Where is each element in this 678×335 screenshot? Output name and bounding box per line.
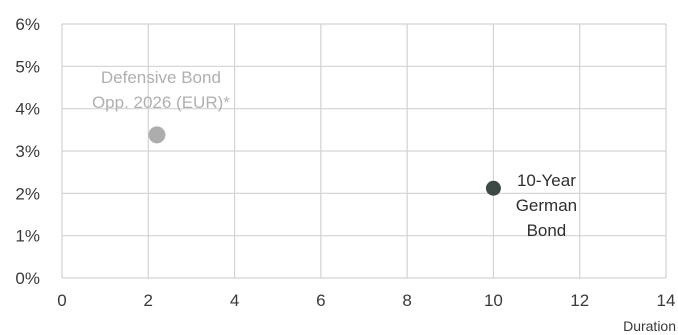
y-tick-label: 0% bbox=[15, 269, 40, 288]
x-tick-label: 2 bbox=[144, 291, 153, 310]
x-tick-label: 14 bbox=[657, 291, 676, 310]
x-tick-label: 8 bbox=[402, 291, 411, 310]
y-tick-label: 6% bbox=[15, 15, 40, 34]
x-tick-label: 0 bbox=[57, 291, 66, 310]
data-point bbox=[485, 180, 501, 196]
x-tick-label: 6 bbox=[316, 291, 325, 310]
y-tick-label: 1% bbox=[15, 227, 40, 246]
x-tick-label: 10 bbox=[484, 291, 503, 310]
y-tick-label: 4% bbox=[15, 100, 40, 119]
point-label-line: 10-Year bbox=[517, 171, 576, 190]
point-label-line: Opp. 2026 (EUR)* bbox=[92, 93, 230, 112]
x-axis-label: Duration bbox=[623, 318, 676, 334]
y-axis-ticks: 0% 1% 2% 3% 4% 5% 6% bbox=[15, 15, 40, 288]
point-annotations: Defensive Bond Opp. 2026 (EUR)* 10-Year Ger… bbox=[92, 68, 577, 240]
x-tick-label: 4 bbox=[230, 291, 239, 310]
data-points bbox=[148, 126, 501, 196]
point-label-line: German bbox=[516, 196, 577, 215]
point-label-line: Bond bbox=[527, 221, 567, 240]
point-label-line: Defensive Bond bbox=[101, 68, 221, 87]
data-point bbox=[148, 126, 166, 144]
y-tick-label: 3% bbox=[15, 142, 40, 161]
y-tick-label: 5% bbox=[15, 57, 40, 76]
x-axis-ticks: 0 2 4 6 8 10 12 14 bbox=[57, 291, 675, 310]
y-tick-label: 2% bbox=[15, 184, 40, 203]
grid-lines bbox=[61, 23, 667, 279]
x-tick-label: 12 bbox=[570, 291, 589, 310]
